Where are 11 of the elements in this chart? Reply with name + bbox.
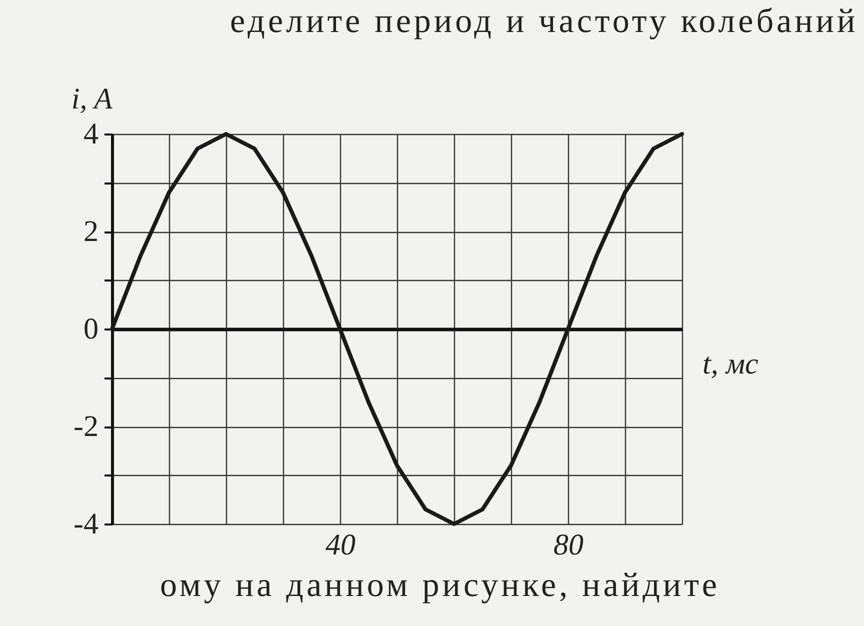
x-tick-label: 80 xyxy=(554,528,584,562)
y-tick-label: 4 xyxy=(84,118,98,150)
text: ому на данном рисунке, найдите xyxy=(159,566,722,606)
y-tick-label: 2 xyxy=(84,215,98,248)
chart-title: еделите период и частоту колебаний xyxy=(229,2,860,42)
y-axis-title: i, A xyxy=(71,82,114,116)
x-axis-title: t, мс xyxy=(702,348,758,380)
y-tick-label: -4 xyxy=(74,508,98,540)
y-tick-label: -2 xyxy=(74,410,98,443)
x-tick-label: 40 xyxy=(326,528,356,562)
y-tick-label: 0 xyxy=(84,312,98,346)
